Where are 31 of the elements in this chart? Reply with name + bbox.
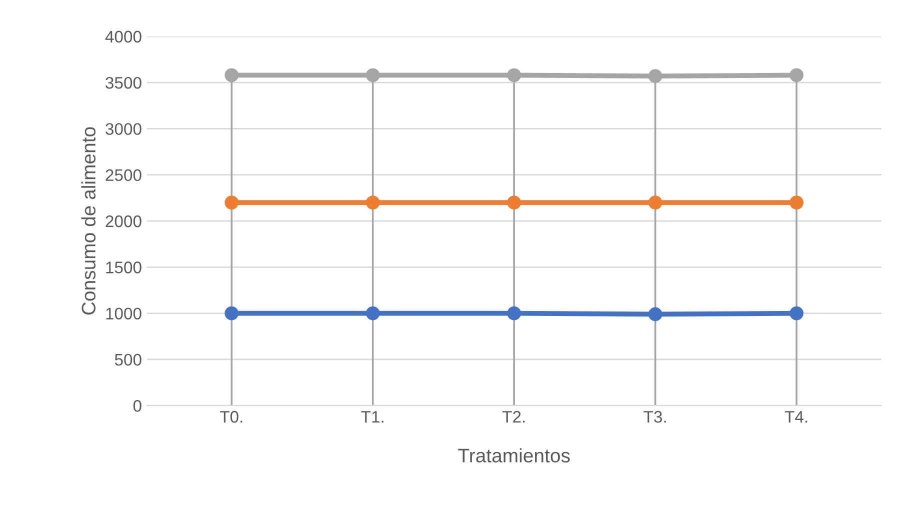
y-tick-label: 3000 <box>106 123 142 135</box>
x-tick-label: T2. <box>502 410 525 423</box>
point <box>790 306 804 320</box>
point <box>790 68 804 82</box>
point <box>507 68 522 82</box>
point <box>507 306 522 320</box>
point <box>224 306 239 320</box>
point <box>224 196 239 210</box>
x-tick-label: T0. <box>220 410 242 423</box>
y-tick-label: 1500 <box>106 262 142 274</box>
point <box>790 196 804 210</box>
x-tick-label: T4. <box>784 411 808 423</box>
y-axis-title: Consumo de alimento <box>81 127 96 315</box>
y-tick-label: 1000 <box>106 308 142 320</box>
point <box>648 307 662 322</box>
y-tick-label: 3500 <box>106 76 142 89</box>
x-axis-title: Tratamientos <box>458 448 570 462</box>
y-tick-label: 0 <box>133 400 142 412</box>
point <box>507 196 522 210</box>
y-tick-label: 2500 <box>106 169 142 182</box>
x-tick-label: T1. <box>361 411 384 423</box>
point <box>366 196 380 210</box>
y-tick-label: 2000 <box>106 215 142 228</box>
point <box>366 68 380 82</box>
point <box>648 69 662 84</box>
y-tick-label: 500 <box>114 354 142 366</box>
point <box>224 68 239 82</box>
y-tick-label: 4000 <box>105 30 142 43</box>
point <box>648 196 662 210</box>
x-tick-label: T3. <box>644 410 666 423</box>
point <box>366 306 380 320</box>
